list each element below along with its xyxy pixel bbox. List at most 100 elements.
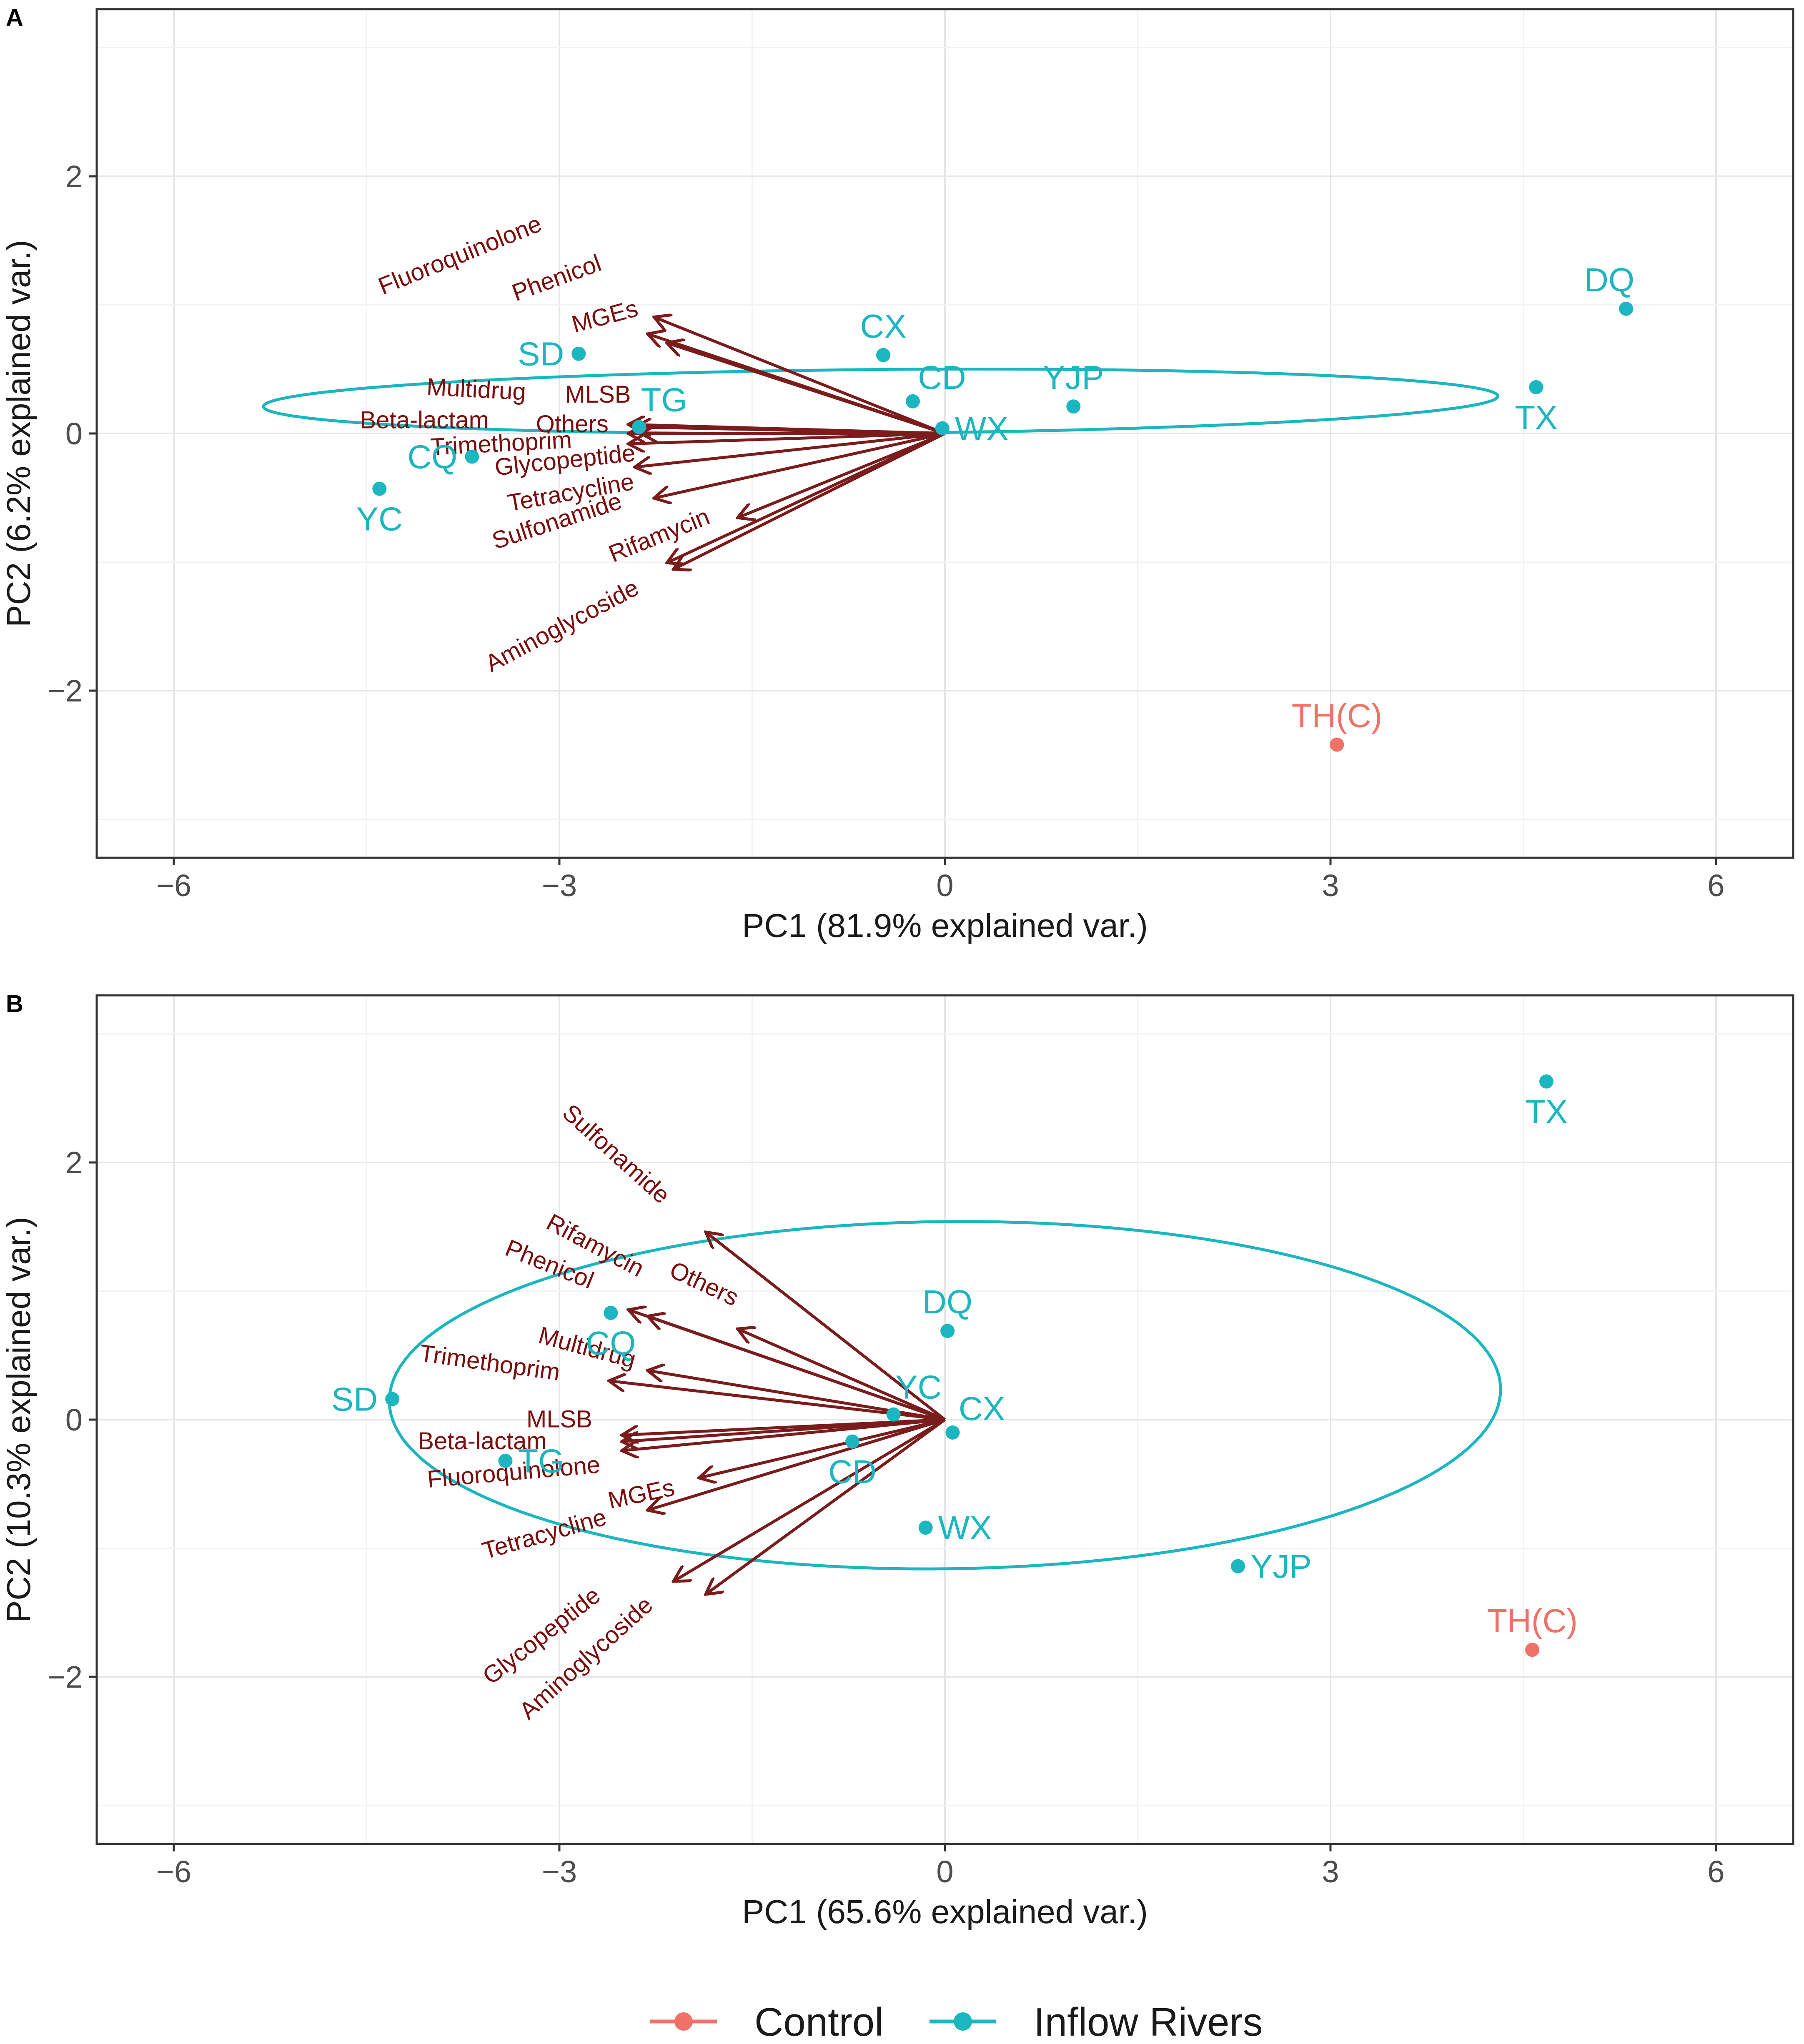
sample-label: DQ bbox=[922, 1283, 972, 1320]
sample-label: CX bbox=[959, 1390, 1005, 1427]
sample-point bbox=[876, 348, 890, 362]
x-tick-label: 6 bbox=[1707, 1854, 1724, 1889]
sample-point bbox=[935, 421, 950, 436]
panel-letter: B bbox=[6, 990, 23, 1017]
x-tick-label: −6 bbox=[156, 1854, 191, 1889]
sample-label: WX bbox=[955, 410, 1009, 447]
sample-label: TH(C) bbox=[1487, 1602, 1578, 1639]
legend-label-inflow: Inflow Rivers bbox=[1034, 2000, 1263, 2044]
axes: −6 −3 0 3 6 −2 0 2 PC1 (65.6% explained var.) PC2… bbox=[0, 1145, 1725, 1930]
legend-key-dot bbox=[674, 2012, 693, 2031]
legend: Control Inflow Rivers bbox=[650, 2000, 1263, 2044]
loading-arrow-tetracycline bbox=[656, 432, 945, 498]
loading-arrow-trimethoprim bbox=[630, 432, 945, 444]
x-tick-label: 6 bbox=[1707, 868, 1724, 903]
y-axis-title: PC2 (6.2% explained var.) bbox=[0, 240, 37, 627]
sample-label: SD bbox=[331, 1381, 378, 1418]
sample-label: YJP bbox=[1043, 359, 1104, 396]
grid-lines bbox=[97, 9, 1793, 858]
sample-label: TH(C) bbox=[1292, 697, 1383, 734]
sample-label: WX bbox=[938, 1509, 992, 1546]
legend-label-control: Control bbox=[754, 2000, 883, 2044]
sample-label: TX bbox=[1515, 399, 1557, 436]
sample-label: CD bbox=[918, 359, 966, 396]
group-ellipse bbox=[262, 368, 1500, 435]
sample-point bbox=[1619, 301, 1634, 316]
sample-point bbox=[845, 1434, 859, 1449]
sample-point bbox=[604, 1305, 618, 1320]
x-tick-label: −3 bbox=[542, 1854, 577, 1889]
sample-point bbox=[1231, 1559, 1245, 1573]
sample-point bbox=[918, 1520, 933, 1535]
loading-label: MLSB bbox=[526, 1406, 592, 1433]
sample-point bbox=[571, 346, 586, 361]
loading-arrow-phenicol bbox=[649, 1317, 946, 1421]
sample-label: CD bbox=[828, 1453, 877, 1490]
y-tick-label: 0 bbox=[65, 1403, 83, 1437]
loading-arrow-mges bbox=[649, 1418, 946, 1510]
sample-point bbox=[465, 449, 479, 464]
loading-arrow-sulfonamide bbox=[707, 1233, 946, 1421]
sample-points: TX DQ CQ YC CX SD TG CD WX YJP TH(C) bbox=[331, 1074, 1578, 1657]
sample-point bbox=[372, 481, 387, 496]
sample-point bbox=[498, 1453, 513, 1468]
sample-label: YC bbox=[356, 501, 403, 538]
sample-label: TG bbox=[518, 1443, 564, 1480]
loading-arrow-aminoglycoside bbox=[669, 432, 946, 562]
sample-label: YC bbox=[895, 1369, 942, 1406]
x-tick-label: 0 bbox=[936, 1854, 953, 1889]
loading-arrow-fluoroquinolone bbox=[701, 1418, 945, 1478]
sample-point bbox=[1539, 1074, 1553, 1089]
sample-label: CX bbox=[860, 308, 906, 345]
loading-arrow-beta-lactam bbox=[624, 1418, 945, 1441]
x-tick-label: 0 bbox=[936, 868, 953, 903]
loading-arrow-mges bbox=[649, 334, 946, 435]
axes: −6 −3 0 3 6 −2 0 2 PC1 (81.9% explained var.) PC2… bbox=[0, 159, 1725, 944]
sample-label: YJP bbox=[1250, 1548, 1312, 1585]
sample-label: TX bbox=[1525, 1093, 1568, 1130]
sample-point bbox=[1525, 1643, 1540, 1657]
y-tick-label: −2 bbox=[48, 674, 83, 708]
loading-arrow-tetracycline bbox=[624, 1418, 945, 1450]
sample-point bbox=[1066, 399, 1081, 414]
loading-arrow-glycopeptide bbox=[636, 432, 945, 467]
sample-label: CQ bbox=[586, 1325, 636, 1362]
grid-lines bbox=[97, 995, 1793, 1844]
x-tick-label: −3 bbox=[542, 868, 577, 903]
loading-arrow-aminoglycoside bbox=[707, 1418, 946, 1593]
sample-point bbox=[940, 1324, 955, 1338]
sample-label: CQ bbox=[407, 438, 457, 476]
sample-point bbox=[385, 1392, 400, 1406]
x-axis-title: PC1 (81.9% explained var.) bbox=[742, 907, 1148, 944]
loading-label: MLSB bbox=[565, 381, 631, 408]
loading-arrow-sulfonamide bbox=[739, 432, 946, 517]
loading-label: Beta-lactam bbox=[418, 1428, 546, 1455]
x-tick-label: 3 bbox=[1322, 1854, 1339, 1889]
x-axis-title: PC1 (65.6% explained var.) bbox=[742, 1893, 1148, 1930]
loading-label: Others bbox=[536, 411, 609, 438]
y-tick-label: 2 bbox=[65, 159, 83, 194]
sample-point bbox=[1529, 380, 1543, 394]
sample-label: TG bbox=[641, 381, 687, 418]
sample-label: DQ bbox=[1584, 261, 1634, 298]
sample-point bbox=[632, 420, 646, 434]
loading-arrow-glycopeptide bbox=[675, 1418, 946, 1581]
sample-point bbox=[905, 394, 920, 408]
y-tick-label: 2 bbox=[65, 1145, 83, 1180]
loading-label: Beta-lactam bbox=[360, 407, 489, 434]
sample-point bbox=[1330, 737, 1344, 752]
loading-arrow-others bbox=[739, 1330, 946, 1421]
legend-key-dot bbox=[954, 2012, 972, 2031]
sample-point bbox=[945, 1425, 960, 1440]
x-tick-label: 3 bbox=[1322, 868, 1339, 903]
loading-label: Multidrug bbox=[426, 373, 527, 405]
loading-arrows bbox=[630, 318, 946, 569]
sample-label: SD bbox=[518, 336, 564, 373]
loading-arrows bbox=[611, 1233, 946, 1593]
y-axis-title: PC2 (10.3% explained var.) bbox=[0, 1217, 37, 1623]
sample-point bbox=[886, 1407, 901, 1422]
